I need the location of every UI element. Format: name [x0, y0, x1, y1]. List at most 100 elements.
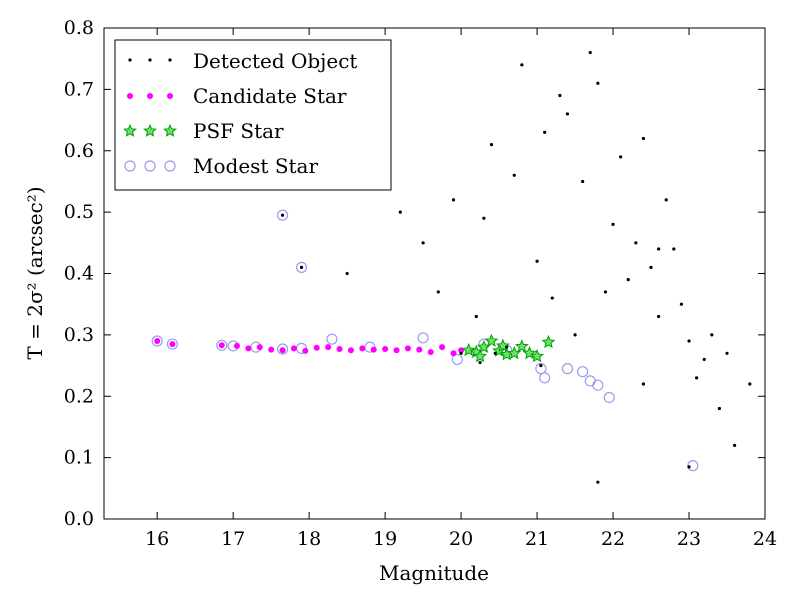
data-point [710, 333, 714, 337]
data-point [543, 130, 547, 134]
data-point [370, 346, 377, 353]
data-point [592, 379, 604, 391]
plot-area [151, 50, 752, 484]
data-point [439, 344, 446, 351]
data-point [459, 351, 463, 355]
data-point [478, 360, 482, 365]
y-tick-label: 0.1 [64, 447, 94, 469]
data-point [256, 344, 263, 351]
data-point [535, 259, 539, 263]
data-point [505, 345, 509, 349]
data-point [748, 382, 752, 386]
x-tick-label: 20 [449, 528, 473, 550]
data-point [687, 460, 699, 472]
data-point [169, 341, 176, 348]
data-point [641, 382, 646, 386]
data-point [233, 342, 240, 349]
data-point [541, 334, 556, 349]
data-point [520, 63, 524, 67]
legend-marker [167, 93, 173, 99]
data-point [473, 349, 488, 363]
data-point [619, 155, 623, 159]
legend-marker [124, 160, 136, 172]
data-point [641, 136, 646, 141]
data-point [436, 290, 440, 294]
data-point [451, 198, 456, 202]
data-point [611, 222, 615, 226]
data-point [565, 112, 570, 116]
legend-markers [123, 58, 177, 172]
data-point [514, 339, 529, 353]
y-tick-label: 0.7 [64, 78, 94, 100]
data-point [484, 333, 499, 347]
data-point [535, 363, 547, 375]
data-point [398, 210, 402, 214]
data-point [290, 345, 297, 352]
y-tick-label: 0.5 [64, 201, 94, 223]
y-tick-label: 0.3 [64, 324, 94, 346]
data-point [577, 366, 589, 378]
data-point [382, 345, 389, 352]
data-point [417, 332, 429, 344]
data-point [325, 344, 332, 351]
data-point [461, 342, 476, 357]
data-point [276, 343, 289, 355]
data-point [359, 345, 366, 352]
legend-marker [144, 160, 156, 172]
data-point [664, 198, 668, 202]
data-point [216, 339, 228, 351]
data-point [687, 465, 691, 469]
data-point [596, 81, 600, 85]
data-point [427, 349, 434, 356]
y-tick-label: 0.0 [64, 508, 94, 530]
data-point [581, 179, 585, 184]
data-point [725, 351, 729, 355]
data-point [649, 265, 653, 269]
x-tick-label: 21 [525, 528, 549, 550]
data-point [276, 209, 289, 221]
legend-marker [128, 58, 132, 62]
data-point [347, 347, 354, 354]
data-point [573, 333, 577, 337]
data-point [657, 314, 661, 319]
data-point [458, 347, 465, 354]
legend-marker [163, 123, 177, 137]
y-tick-label: 0.8 [64, 17, 94, 39]
legend: Detected Object Candidate Star PSF Star … [114, 39, 392, 191]
x-tick-label: 19 [373, 528, 397, 550]
data-point [166, 338, 178, 350]
legend-label-candidate-star: Candidate Star [193, 84, 347, 108]
data-point [326, 333, 338, 345]
legend-marker [164, 160, 176, 172]
y-tick-label: 0.2 [64, 385, 94, 407]
data-point [530, 349, 545, 363]
data-point [634, 241, 638, 245]
x-tick-label: 18 [297, 528, 321, 550]
data-point [302, 347, 309, 354]
data-point [512, 173, 516, 177]
data-point [154, 338, 161, 345]
legend-marker [123, 123, 137, 137]
axis-ticks: 16 17 18 19 20 21 22 23 24 0.0 0.1 0.2 0.3 0.4 0.5 0.6 0… [64, 17, 777, 550]
data-point [672, 247, 676, 251]
x-tick-label: 22 [601, 528, 625, 550]
data-point [345, 271, 349, 276]
data-point [268, 346, 275, 353]
data-point [279, 347, 286, 354]
data-point [733, 443, 737, 447]
y-tick-label: 0.4 [64, 263, 94, 285]
data-point [416, 346, 423, 353]
data-point [657, 247, 661, 251]
data-point [603, 391, 615, 404]
data-point [245, 345, 252, 352]
y-tick-label: 0.6 [64, 140, 94, 162]
data-point [450, 350, 457, 357]
data-point [489, 143, 494, 147]
series-psf-star [461, 333, 556, 363]
legend-label-modest-star: Modest Star [193, 154, 318, 178]
data-point [280, 213, 285, 217]
legend-label-psf-star: PSF Star [193, 119, 284, 143]
data-point [421, 241, 425, 245]
data-point [603, 290, 608, 294]
